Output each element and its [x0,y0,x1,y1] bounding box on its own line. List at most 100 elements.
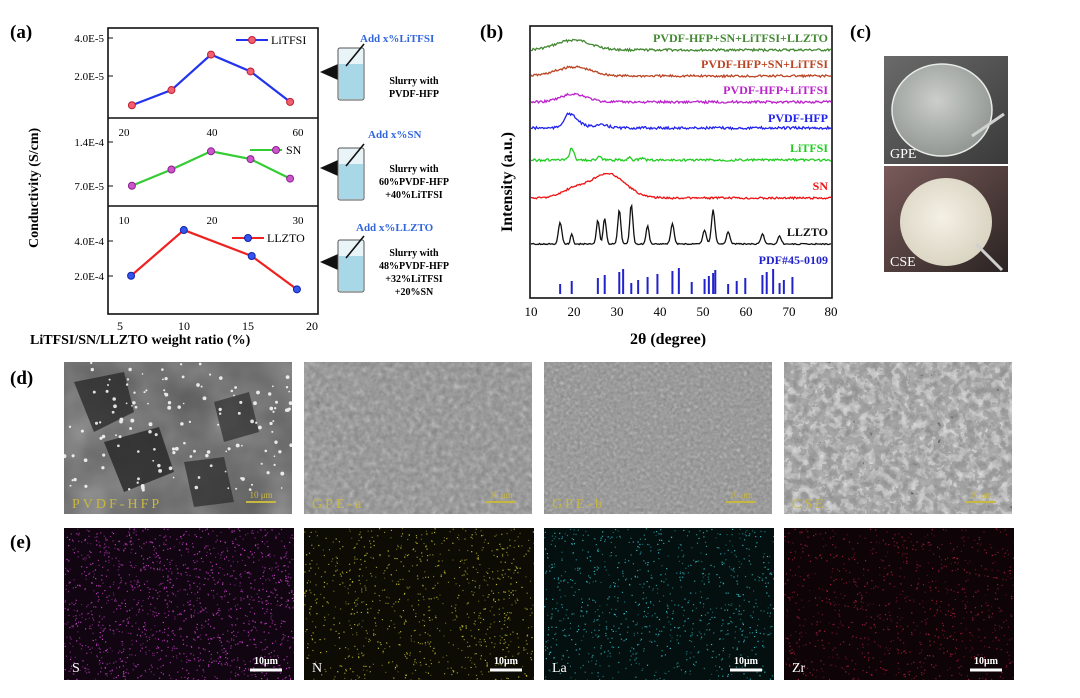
eds-dot [414,659,416,661]
eds-dot [144,528,146,530]
sem-particle [113,404,117,409]
eds-dot [683,554,685,556]
eds-dot [567,582,569,584]
eds-dot [454,607,456,609]
eds-dot [127,622,129,624]
eds-dot [413,641,416,643]
sem-particle [158,468,163,473]
eds-dot [265,603,268,605]
eds-dot [597,567,600,569]
conductivity-point-2-4 [246,155,255,164]
eds-dot [933,641,935,643]
eds-dot [746,677,748,679]
eds-map-s: S 10μm [64,528,294,680]
eds-dot [741,634,743,636]
eds-dot [757,576,759,578]
eds-dot [740,618,742,621]
panel-a-xlabel: LiTFSI/SN/LLZTO weight ratio (%) [30,333,251,348]
eds-dot [239,530,241,532]
eds-dot [193,568,195,570]
eds-dot [310,606,312,608]
eds-dot [709,618,711,621]
eds-dot [258,589,260,592]
eds-dot [983,619,985,621]
eds-dot [686,651,688,653]
eds-dot [116,628,118,630]
eds-dot [554,532,556,534]
eds-dot [95,593,98,595]
eds-dot [900,652,903,654]
eds-dot [831,571,833,573]
eds-dot [896,542,898,544]
eds-dot [182,542,184,544]
eds-dot [597,619,599,621]
eds-dot [674,530,676,532]
eds-dot [248,571,250,573]
eds-dot [255,646,257,648]
eds-dot [433,647,435,649]
eds-dot [499,642,501,644]
eds-dot [715,656,717,658]
eds-dot [262,575,264,577]
eds-dot [145,636,147,638]
eds-dot [932,567,934,569]
eds-dot [715,665,717,667]
eds-dot [787,579,789,581]
eds-dot [806,667,809,669]
eds-dot [330,629,332,631]
sem-particle [161,368,164,371]
eds-dot [252,659,254,661]
sub3-ytick-1: 4.0E-4 [74,236,104,248]
eds-dot [219,655,221,657]
eds-dot [519,532,521,534]
eds-dot [509,612,511,614]
eds-dot [634,576,637,578]
eds-dot [506,677,508,679]
eds-dot [164,631,166,633]
eds-dot [198,660,200,662]
sem-particle [136,450,140,453]
eds-dot [703,583,705,585]
eds-dot [632,541,634,543]
eds-dot [167,595,169,597]
eds-dot [514,540,516,542]
eds-dot [663,626,665,628]
eds-dot [645,528,647,530]
eds-dot [482,595,484,597]
eds-dot [635,676,637,678]
eds-dot [97,644,100,646]
eds-dot [316,613,318,615]
eds-dot [734,637,736,639]
eds-dot [231,632,233,634]
eds-dot [427,641,429,643]
eds-dot [812,615,815,617]
eds-dot [370,543,372,545]
eds-dot [731,551,733,553]
eds-dot [271,642,274,644]
eds-dot [564,571,566,573]
eds-dot [440,574,442,576]
eds-dot [848,557,850,559]
eds-dot [489,610,491,612]
eds-dot [315,602,318,604]
eds-dot [656,531,658,533]
eds-dot [474,580,476,582]
eds-dot [224,558,226,560]
eds-dot [765,582,767,584]
eds-dot [913,621,915,624]
eds-dot [208,665,210,667]
eds-dot [207,533,210,535]
eds-dot [528,550,530,552]
eds-dot [563,634,565,636]
eds-dot [234,597,237,599]
eds-dot [941,567,943,569]
eds-dot [188,659,190,661]
eds-dot [867,652,869,654]
eds-dot [997,551,999,553]
eds-dot [661,655,663,657]
eds-dot [129,609,131,611]
eds-dot [794,551,796,553]
eds-dot [309,581,312,583]
eds-dot [1008,570,1010,572]
eds-dot [81,541,83,543]
